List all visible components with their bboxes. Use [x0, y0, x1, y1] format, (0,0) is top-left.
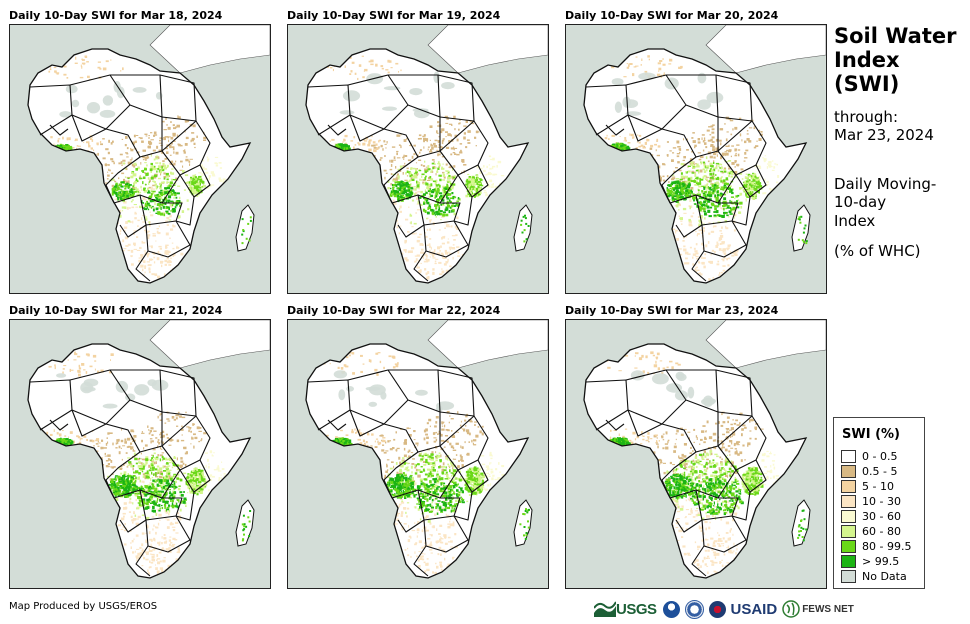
map-panel: Daily 10-Day SWI for Mar 18, 2024 [9, 9, 271, 294]
africa-map-svg [566, 25, 826, 293]
eurasia-land [427, 320, 548, 369]
swi-map [287, 319, 549, 589]
legend-swatch [841, 494, 856, 508]
madagascar [791, 499, 811, 547]
coastline [583, 48, 808, 284]
through-label: through: [834, 108, 898, 126]
panel-title: Daily 10-Day SWI for Mar 21, 2024 [9, 304, 223, 317]
description-line: 10-day [834, 193, 887, 211]
usgs-logo: USGS [594, 601, 657, 618]
legend-item: No Data [841, 569, 907, 583]
madagascar [791, 204, 811, 252]
swi-map [9, 319, 271, 589]
legend-swatch [841, 524, 856, 538]
legend-swatch [841, 464, 856, 478]
legend-swatch [841, 569, 856, 583]
panel-title: Daily 10-Day SWI for Mar 19, 2024 [287, 9, 501, 22]
coastline [27, 48, 252, 284]
legend-label: 60 - 80 [862, 524, 901, 538]
usaid-logo-text: USAID [730, 600, 778, 618]
legend-label: 10 - 30 [862, 494, 901, 508]
legend-label: 0.5 - 5 [862, 464, 898, 478]
legend-item: 0.5 - 5 [841, 464, 897, 478]
title-line: Index [834, 48, 900, 72]
africa-map-svg [566, 320, 826, 588]
africa-map-svg [10, 25, 270, 293]
eurasia-land [705, 25, 826, 74]
unit-label: (% of WHC) [834, 242, 921, 260]
usaid-seal-icon [708, 600, 726, 618]
legend-label: No Data [862, 569, 907, 583]
africa-land [28, 344, 250, 578]
coastline [305, 343, 530, 579]
title-line: (SWI) [834, 72, 900, 96]
country-borders [307, 74, 489, 282]
africa-map-svg [10, 320, 270, 588]
country-borders [29, 369, 211, 577]
panel-title: Daily 10-Day SWI for Mar 20, 2024 [565, 9, 779, 22]
noaa-seal-icon [662, 600, 680, 618]
legend-swatch [841, 449, 856, 463]
eurasia-land [149, 320, 270, 369]
swi-map [9, 24, 271, 294]
legend-item: 10 - 30 [841, 494, 901, 508]
legend-label: 5 - 10 [862, 479, 894, 493]
country-borders [29, 74, 211, 282]
map-panel: Daily 10-Day SWI for Mar 19, 2024 [287, 9, 549, 294]
map-panel: Daily 10-Day SWI for Mar 22, 2024 [287, 304, 549, 589]
country-borders [585, 369, 767, 577]
description-line: Index [834, 212, 876, 230]
africa-land [306, 49, 528, 283]
map-panel: Daily 10-Day SWI for Mar 21, 2024 [9, 304, 271, 589]
coastline [583, 343, 808, 579]
africa-land [28, 49, 250, 283]
legend-label: 0 - 0.5 [862, 449, 898, 463]
partner-logos: USGS USAID FEWS NET [594, 598, 854, 620]
title-line: Soil Water [834, 24, 957, 48]
fews-logo-text: FEWS NET [802, 603, 854, 615]
state-dept-seal-icon [684, 599, 704, 619]
legend-item: 60 - 80 [841, 524, 901, 538]
through-date: Mar 23, 2024 [834, 126, 934, 144]
usgs-logo-text: USGS [616, 600, 657, 618]
legend-swatch [841, 509, 856, 523]
map-panel: Daily 10-Day SWI for Mar 23, 2024 [565, 304, 827, 589]
legend-swatch [841, 479, 856, 493]
eurasia-land [427, 25, 548, 74]
map-panel: Daily 10-Day SWI for Mar 20, 2024 [565, 9, 827, 294]
africa-land [306, 344, 528, 578]
fews-globe-icon [782, 600, 800, 618]
swi-map [287, 24, 549, 294]
coastline [27, 343, 252, 579]
usgs-wave-icon [594, 601, 616, 617]
product-title: Soil Water Index (SWI) [834, 24, 970, 96]
legend-swatch [841, 554, 856, 568]
credit-text: Map Produced by USGS/EROS [9, 601, 158, 612]
africa-land [584, 344, 806, 578]
legend-title: SWI (%) [842, 427, 900, 442]
swi-map [565, 24, 827, 294]
legend-item: 5 - 10 [841, 479, 894, 493]
legend-label: 80 - 99.5 [862, 539, 912, 553]
legend-item: > 99.5 [841, 554, 899, 568]
panel-title: Daily 10-Day SWI for Mar 23, 2024 [565, 304, 779, 317]
swi-map [565, 319, 827, 589]
eurasia-land [705, 320, 826, 369]
legend-item: 80 - 99.5 [841, 539, 911, 553]
legend-label: > 99.5 [862, 554, 900, 568]
africa-map-svg [288, 320, 548, 588]
legend-item: 30 - 60 [841, 509, 901, 523]
panel-title: Daily 10-Day SWI for Mar 22, 2024 [287, 304, 501, 317]
eurasia-land [149, 25, 270, 74]
country-borders [585, 74, 767, 282]
legend-item: 0 - 0.5 [841, 449, 897, 463]
legend-swatch [841, 539, 856, 553]
coastline [305, 48, 530, 284]
description-line: Daily Moving- [834, 175, 937, 193]
legend-label: 30 - 60 [862, 509, 901, 523]
panel-title: Daily 10-Day SWI for Mar 18, 2024 [9, 9, 223, 22]
africa-map-svg [288, 25, 548, 293]
